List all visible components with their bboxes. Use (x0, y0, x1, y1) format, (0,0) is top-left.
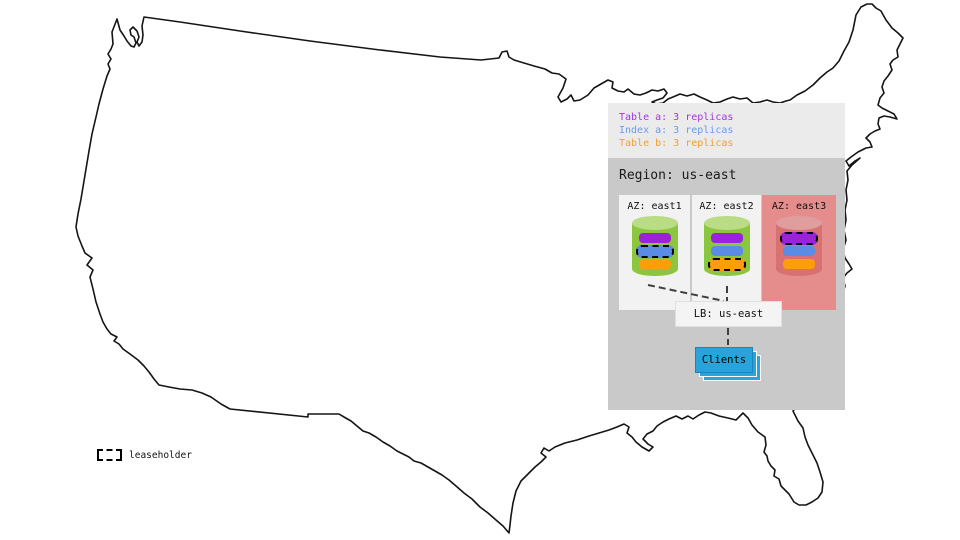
database-cylinder-east2 (703, 216, 750, 276)
leaseholder-label: leaseholder (129, 449, 192, 461)
legend-item-index-a: Index a: 3 replicas (619, 125, 734, 136)
az-box-east1: AZ: east1 (619, 195, 690, 310)
az-label-east1: AZ: east1 (627, 201, 682, 212)
database-cylinder-east1 (631, 216, 678, 276)
replica-table-b (783, 259, 815, 269)
load-balancer-box: LB: us-east (675, 301, 782, 327)
database-cylinder-east3 (776, 216, 822, 276)
cylinder-top (631, 216, 678, 230)
clients-box: Clients (695, 347, 753, 373)
replica-table-b (638, 259, 671, 269)
replica-index-a (635, 245, 674, 258)
cylinder-top (703, 216, 750, 230)
replica-index-a (783, 246, 815, 256)
replica-legend: Table a: 3 replicas Index a: 3 replicas … (608, 103, 845, 158)
cylinder-top (776, 216, 822, 230)
leaseholder-dashed-swatch-icon (97, 449, 122, 461)
replica-table-a (638, 233, 671, 243)
az-box-east2: AZ: east2 (692, 195, 761, 310)
replica-index-a (710, 246, 743, 256)
az-box-east3: AZ: east3 (762, 195, 836, 310)
replica-table-a (710, 233, 743, 243)
az-label-east2: AZ: east2 (699, 201, 754, 212)
legend-item-table-b: Table b: 3 replicas (619, 138, 734, 149)
legend-item-table-a: Table a: 3 replicas (619, 112, 734, 123)
replica-table-b (707, 258, 746, 271)
az-label-east3: AZ: east3 (771, 201, 827, 212)
leaseholder-legend: leaseholder (97, 449, 192, 461)
replica-table-a (780, 232, 818, 245)
region-label: Region: us-east (619, 168, 737, 183)
clients-stack: Clients (695, 347, 761, 381)
